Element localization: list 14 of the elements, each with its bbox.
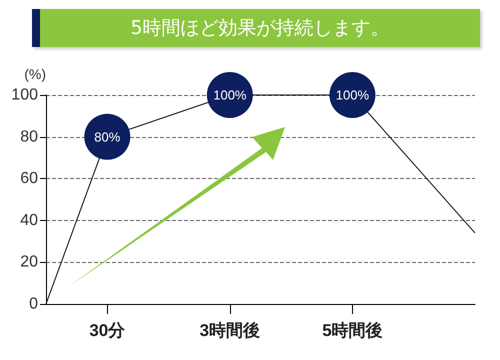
y-tick-label: 0: [29, 296, 38, 312]
chart-title: 5時間ほど効果が持続します。: [32, 9, 480, 47]
y-axis-title: (%): [24, 66, 46, 82]
y-tick-label: 100: [11, 86, 38, 104]
y-tick-label: 20: [20, 254, 38, 271]
x-tick-label: 3時間後: [200, 321, 260, 340]
x-tick-label: 5時間後: [322, 321, 383, 340]
y-tick-label: 40: [20, 212, 38, 229]
y-tick-label: 80: [20, 128, 38, 146]
data-label: 100%: [213, 88, 247, 102]
data-label: 100%: [336, 88, 370, 102]
y-tick-label: 60: [20, 170, 38, 188]
x-tick-label: 30分: [89, 321, 126, 340]
data-label: 80%: [94, 129, 121, 144]
